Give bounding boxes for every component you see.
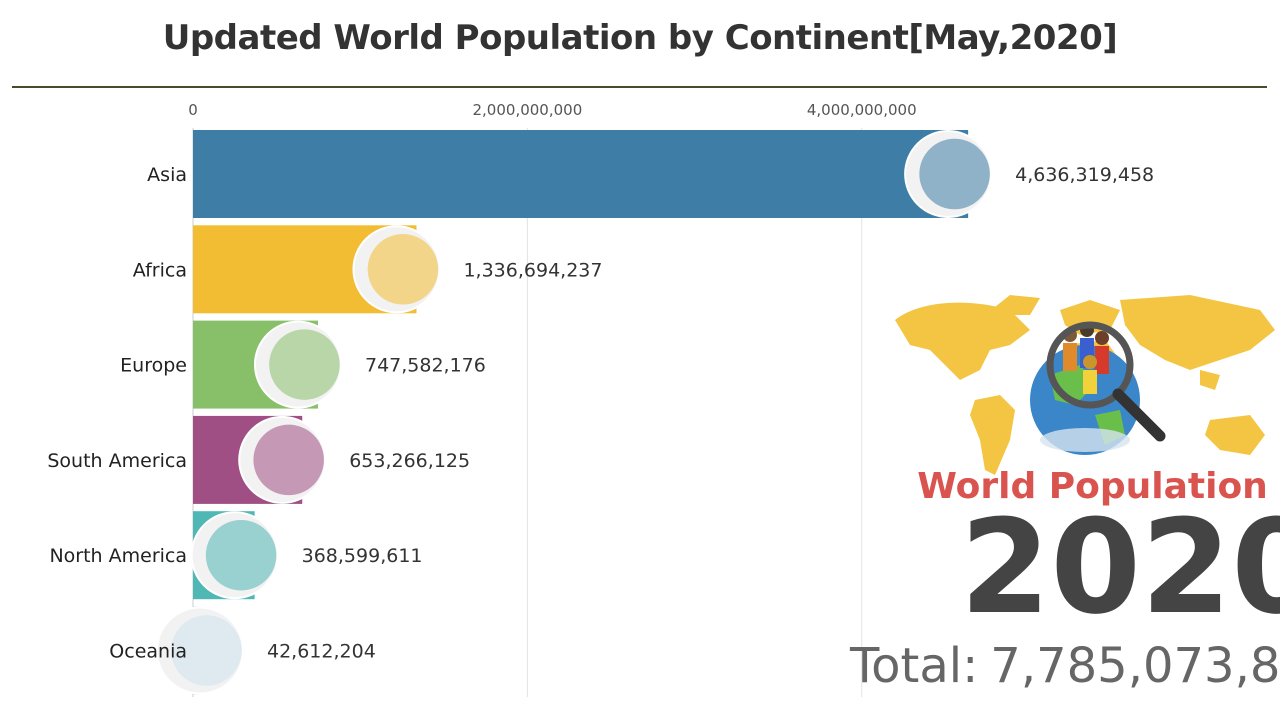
category-label: South America bbox=[47, 450, 187, 472]
value-label: 1,336,694,237 bbox=[463, 259, 602, 281]
x-tick-label: 0 bbox=[188, 101, 198, 119]
value-label: 4,636,319,458 bbox=[1015, 164, 1154, 186]
category-label: Oceania bbox=[109, 641, 187, 663]
bar-asia bbox=[193, 130, 969, 218]
value-label: 747,582,176 bbox=[365, 355, 486, 377]
value-label: 42,612,204 bbox=[267, 641, 376, 663]
x-tick-label: 4,000,000,000 bbox=[807, 101, 917, 119]
continent-shape-icon bbox=[171, 615, 242, 686]
value-label: 368,599,611 bbox=[302, 545, 423, 567]
value-label: 653,266,125 bbox=[349, 450, 470, 472]
category-label: North America bbox=[49, 545, 187, 567]
category-label: Asia bbox=[147, 164, 187, 186]
magnifier-icon bbox=[1046, 321, 1166, 442]
title-divider bbox=[12, 86, 1267, 88]
overlay-heading: World Population bbox=[917, 466, 1268, 507]
x-tick-label: 2,000,000,000 bbox=[473, 101, 583, 119]
category-label: Europe bbox=[120, 355, 187, 377]
continent-shape-icon bbox=[253, 424, 324, 496]
chart-title: Updated World Population by Continent[Ma… bbox=[162, 18, 1118, 58]
continent-shape-icon bbox=[919, 138, 990, 210]
total-population: Total:7,785,073,811 bbox=[850, 638, 1280, 694]
continent-shape-icon bbox=[205, 519, 277, 591]
category-label: Africa bbox=[133, 259, 187, 281]
continent-shape-icon bbox=[367, 234, 439, 305]
total-value: 7,785,073,811 bbox=[990, 638, 1280, 694]
world-map-icon bbox=[895, 295, 1275, 475]
total-label: Total: bbox=[850, 638, 979, 694]
continent-shape-icon bbox=[269, 329, 340, 400]
year-display: 2020 bbox=[960, 491, 1280, 643]
